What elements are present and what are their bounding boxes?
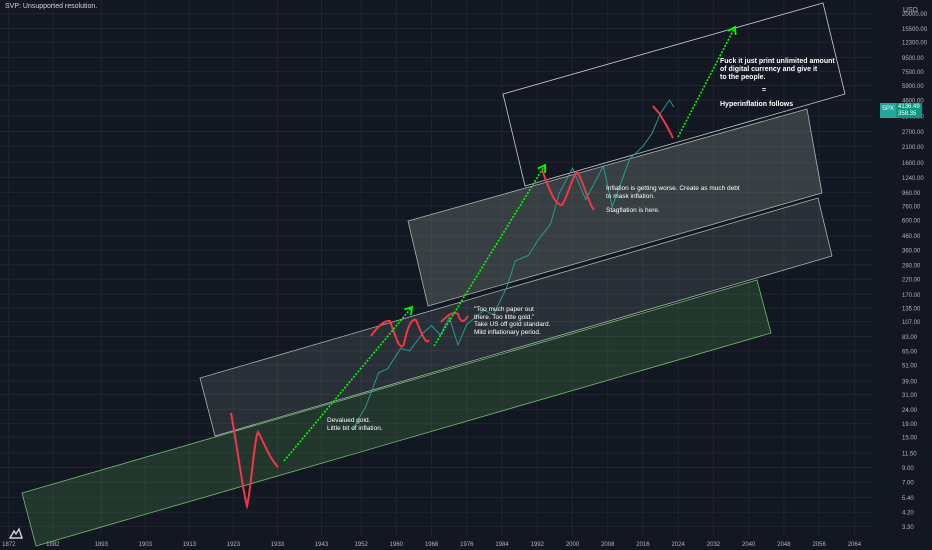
x-tick-label: 2024 (672, 542, 686, 548)
y-tick-label: 9500.00 (902, 56, 924, 62)
x-tick-label: 2040 (742, 542, 756, 548)
axes: USD 20000.00 15500.00 12300.00 9500.00 7500.… (2, 7, 928, 548)
red-wave-1933 (230, 412, 279, 510)
annotation-inflation: Inflation is getting worse. Create as mu… (606, 185, 740, 200)
y-axis-unit: USD (903, 7, 918, 14)
arrow-1976-to-2000 (433, 164, 546, 347)
annotation-devalued: Devalued gold. Little bit of inflation. (327, 417, 383, 432)
y-tick-label: 51.00 (902, 364, 918, 370)
y-tick-label: 83.00 (902, 335, 918, 341)
x-tick-label: 1976 (460, 542, 474, 548)
x-tick-label: 2056 (812, 542, 826, 548)
x-tick-label: 1923 (227, 542, 241, 548)
y-tick-label: 2700.00 (902, 130, 924, 136)
green-arrows (283, 25, 737, 462)
y-tick-label: 170.00 (902, 293, 921, 299)
red-wave-2022 (652, 105, 674, 139)
x-tick-label: 1984 (495, 542, 509, 548)
channel-outline-top (502, 2, 846, 187)
y-tick-label: 11.50 (902, 451, 917, 457)
status-text: SVP: Unsupported resolution. (5, 3, 98, 10)
y-tick-label: 5900.00 (902, 84, 924, 90)
y-tick-label: 15500.00 (902, 27, 928, 33)
price-tag-values: 4136.49 358.35 (896, 103, 922, 118)
y-tick-label: 4600.00 (902, 99, 924, 105)
price-line (351, 99, 675, 431)
channel-green-lower (21, 279, 772, 547)
arrow-1943-to-1970-head (404, 305, 414, 316)
y-tick-label: 220.00 (902, 278, 921, 284)
arrow-1976-to-2000-head (537, 163, 547, 174)
price-tag-last: 4136.49 (898, 104, 920, 110)
x-tick-label: 1913 (183, 542, 197, 548)
channel-rectangles (21, 2, 846, 547)
y-tick-label: 12300.00 (902, 41, 928, 47)
y-tick-label: 19.00 (902, 422, 918, 428)
y-tick-label: 600.00 (902, 219, 921, 225)
red-wave-1970 (370, 318, 430, 348)
y-tick-label: 460.00 (902, 234, 921, 240)
x-tick-label: 2032 (707, 542, 721, 548)
y-tick-label: 760.00 (902, 205, 921, 211)
y-tick-label: 107.00 (902, 320, 921, 326)
grid-lines (0, 0, 872, 536)
y-tick-label: 15.00 (902, 436, 918, 442)
x-tick-label: 1960 (390, 542, 404, 548)
price-tag-change: 358.35 (898, 110, 917, 117)
y-tick-label: 7.00 (902, 481, 914, 487)
y-tick-label: 135.00 (902, 306, 921, 312)
x-tick-label: 1992 (531, 542, 545, 548)
annotation-stagflation: Stagflation is here. (606, 207, 660, 214)
x-tick-label: 1872 (2, 542, 16, 548)
tradingview-logo-icon[interactable] (8, 526, 24, 540)
y-tick-label: 3.30 (902, 525, 914, 531)
y-tick-label: 31.00 (902, 393, 918, 399)
x-tick-label: 2000 (566, 542, 580, 548)
y-tick-label: 360.00 (902, 249, 921, 255)
x-tick-label: 1968 (425, 542, 439, 548)
y-tick-label: 1600.00 (902, 161, 924, 167)
channel-grey-upper (407, 108, 823, 307)
x-tick-label: 1882 (46, 542, 60, 548)
y-tick-label: 5.40 (902, 496, 914, 502)
y-tick-label: 4.20 (902, 511, 914, 517)
annotation-paper: "Too much paper out there. Too little go… (474, 306, 551, 336)
y-tick-label: 65.00 (902, 349, 918, 355)
y-tick-label: 1240.00 (902, 176, 924, 182)
x-tick-label: 1933 (271, 542, 285, 548)
annotation-print: Fuck it just print unlimited amount of d… (720, 58, 835, 81)
x-tick-label: 2064 (848, 542, 862, 548)
x-tick-label: 1893 (95, 542, 109, 548)
arrow-2024-to-2040-head (727, 25, 737, 36)
arrow-1943-to-1970 (283, 306, 413, 462)
price-series (351, 99, 675, 431)
channel-grey-middle (199, 197, 833, 437)
y-tick-label: 20000.00 (902, 12, 928, 18)
x-tick-label: 2008 (601, 542, 615, 548)
red-wave-paths (230, 105, 674, 510)
y-tick-label: 9.00 (902, 466, 914, 472)
red-wave-1980 (440, 312, 469, 323)
y-tick-label: 280.00 (902, 263, 921, 269)
y-tick-label: 7500.00 (902, 70, 924, 76)
x-tick-label: 1903 (139, 542, 153, 548)
y-tick-label: 960.00 (902, 191, 921, 197)
x-tick-label: 2048 (777, 542, 791, 548)
x-tick-label: 1943 (315, 542, 329, 548)
annotation-equals: = (762, 87, 767, 94)
y-tick-label: 24.00 (902, 408, 918, 414)
red-wave-2000 (541, 169, 595, 211)
y-tick-label: 2100.00 (902, 145, 924, 151)
arrow-2024-to-2040 (677, 26, 736, 138)
annotation-hyperinflation: Hyperinflation follows (720, 101, 794, 108)
price-tag-symbol: SPX (880, 103, 897, 118)
x-tick-label: 1952 (354, 542, 368, 548)
x-tick-label: 2016 (636, 542, 650, 548)
price-tag: SPX 4136.49 358.35 (880, 103, 922, 118)
y-tick-label: 39.00 (902, 379, 918, 385)
